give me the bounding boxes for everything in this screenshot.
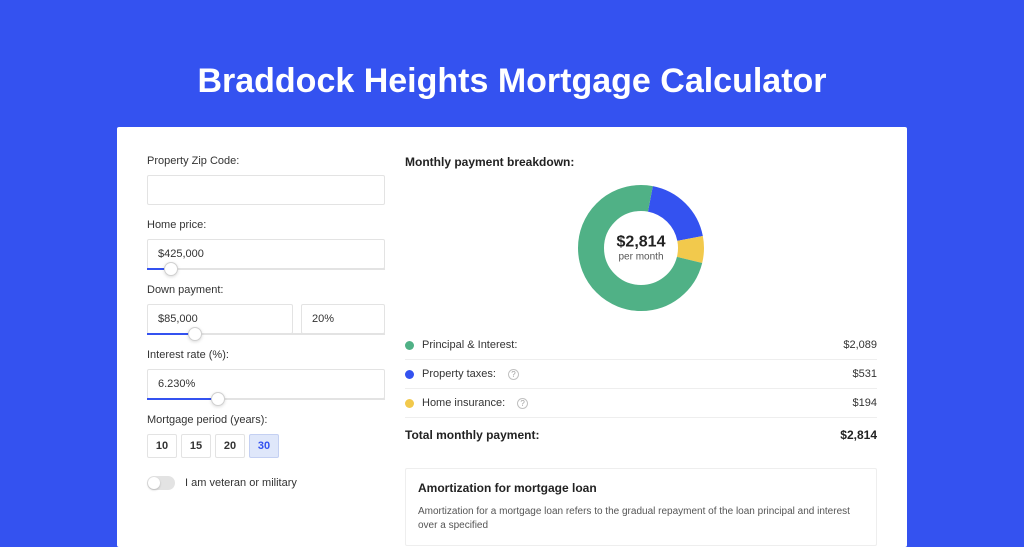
down-payment-percent-input[interactable] <box>301 304 385 334</box>
slider-thumb[interactable] <box>188 327 202 341</box>
down-payment-input[interactable] <box>147 304 293 334</box>
slider-fill <box>147 398 218 400</box>
donut-chart: $2,814 per month <box>576 183 706 313</box>
down-payment-slider[interactable] <box>147 333 385 335</box>
amortization-text: Amortization for a mortgage loan refers … <box>418 505 864 533</box>
home-price-input[interactable] <box>147 239 385 269</box>
total-label: Total monthly payment: <box>405 428 539 442</box>
legend-dot-icon <box>405 341 414 350</box>
zip-input[interactable] <box>147 175 385 205</box>
legend-value: $2,089 <box>843 339 877 351</box>
amortization-heading: Amortization for mortgage loan <box>418 481 864 495</box>
legend-label: Principal & Interest: <box>422 339 517 351</box>
legend-label: Property taxes: <box>422 368 496 380</box>
field-home-price: Home price: <box>147 219 385 270</box>
legend-left: Property taxes:? <box>405 368 519 380</box>
page-title: Braddock Heights Mortgage Calculator <box>0 0 1024 127</box>
legend-value: $194 <box>853 397 877 409</box>
veteran-toggle-row: I am veteran or military <box>147 476 385 490</box>
legend-row-principal_interest: Principal & Interest: $2,089 <box>405 331 877 359</box>
legend-dot-icon <box>405 370 414 379</box>
home-price-label: Home price: <box>147 219 385 231</box>
breakdown-heading: Monthly payment breakdown: <box>405 155 877 169</box>
home-price-slider[interactable] <box>147 268 385 270</box>
field-interest-rate: Interest rate (%): <box>147 349 385 400</box>
field-zip: Property Zip Code: <box>147 155 385 205</box>
legend-left: Home insurance:? <box>405 397 528 409</box>
breakdown-column: Monthly payment breakdown: $2,814 per mo… <box>405 155 877 527</box>
veteran-label: I am veteran or military <box>185 477 297 489</box>
field-down-payment: Down payment: <box>147 284 385 335</box>
interest-rate-slider[interactable] <box>147 398 385 400</box>
legend: Principal & Interest: $2,089 Property taxe… <box>405 331 877 417</box>
inputs-column: Property Zip Code: Home price: Down paym… <box>147 155 385 527</box>
legend-dot-icon <box>405 399 414 408</box>
period-button-15[interactable]: 15 <box>181 434 211 458</box>
period-button-20[interactable]: 20 <box>215 434 245 458</box>
interest-rate-label: Interest rate (%): <box>147 349 385 361</box>
mortgage-period-label: Mortgage period (years): <box>147 414 385 426</box>
donut-total-amount: $2,814 <box>617 234 666 252</box>
info-icon[interactable]: ? <box>508 369 519 380</box>
legend-row-home_insurance: Home insurance:? $194 <box>405 388 877 417</box>
info-icon[interactable]: ? <box>517 398 528 409</box>
donut-center: $2,814 per month <box>617 234 666 263</box>
donut-chart-container: $2,814 per month <box>405 183 877 313</box>
donut-sub-text: per month <box>617 252 666 263</box>
total-row: Total monthly payment: $2,814 <box>405 417 877 452</box>
legend-value: $531 <box>853 368 877 380</box>
veteran-toggle[interactable] <box>147 476 175 490</box>
total-value: $2,814 <box>840 428 877 442</box>
legend-label: Home insurance: <box>422 397 505 409</box>
interest-rate-input[interactable] <box>147 369 385 399</box>
legend-left: Principal & Interest: <box>405 339 517 351</box>
period-button-10[interactable]: 10 <box>147 434 177 458</box>
down-payment-label: Down payment: <box>147 284 385 296</box>
calculator-card: Property Zip Code: Home price: Down paym… <box>117 127 907 547</box>
period-button-group: 10152030 <box>147 434 385 458</box>
field-mortgage-period: Mortgage period (years): 10152030 <box>147 414 385 458</box>
period-button-30[interactable]: 30 <box>249 434 279 458</box>
slider-thumb[interactable] <box>211 392 225 406</box>
slider-thumb[interactable] <box>164 262 178 276</box>
toggle-knob <box>148 477 160 489</box>
amortization-box: Amortization for mortgage loan Amortizat… <box>405 468 877 546</box>
zip-label: Property Zip Code: <box>147 155 385 167</box>
legend-row-property_taxes: Property taxes:? $531 <box>405 359 877 388</box>
